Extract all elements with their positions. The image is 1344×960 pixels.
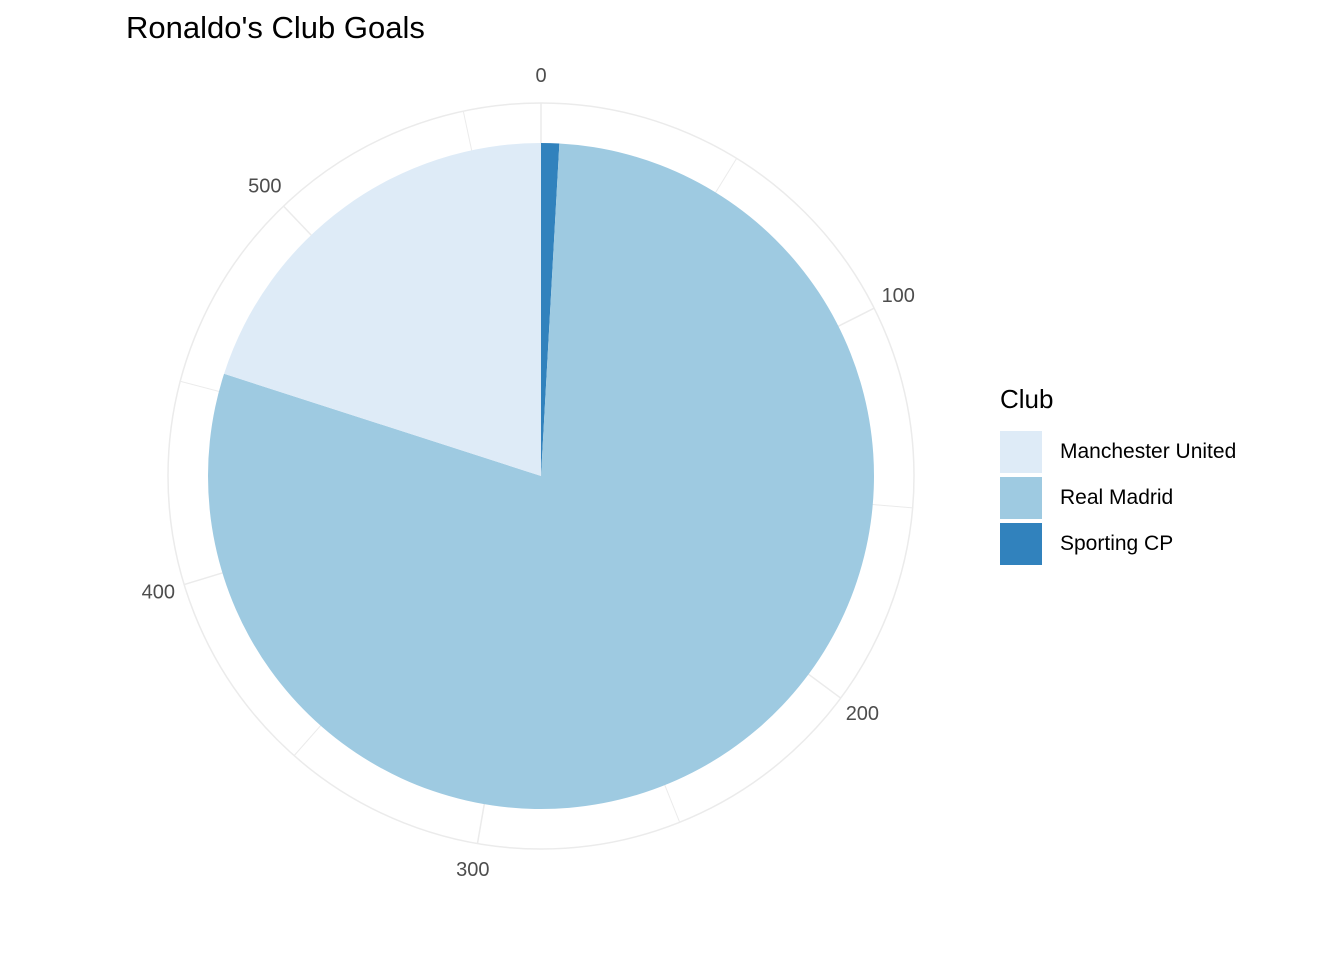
legend-title: Club [1000, 384, 1054, 414]
legend-swatch [1000, 523, 1042, 565]
legend-label: Sporting CP [1060, 532, 1174, 555]
legend-swatch [1000, 431, 1042, 473]
tick-label: 300 [456, 859, 489, 881]
legend-label: Real Madrid [1060, 486, 1174, 509]
tick-label: 500 [248, 176, 281, 198]
tick-label: 100 [882, 285, 915, 307]
legend: Club Manchester United Real Madrid Sport… [1000, 384, 1236, 567]
slice-manchester-united [224, 143, 541, 476]
tick-label: 400 [142, 581, 175, 603]
chart-title: Ronaldo's Club Goals [126, 10, 425, 45]
legend-swatch [1000, 477, 1042, 519]
slice-real-madrid [208, 143, 875, 810]
legend-item-real-madrid: Real Madrid [1000, 475, 1236, 521]
legend-item-sporting-cp: Sporting CP [1000, 521, 1236, 567]
slice-sporting-cp [541, 143, 560, 476]
legend-label: Manchester United [1060, 440, 1237, 463]
pie-slices [208, 143, 875, 810]
legend-item-manchester-united: Manchester United [1000, 429, 1236, 475]
tick-label: 200 [846, 703, 879, 725]
tick-label: 0 [535, 65, 546, 87]
angle-axis-ticks: 0 100 200 300 400 500 [142, 65, 915, 881]
